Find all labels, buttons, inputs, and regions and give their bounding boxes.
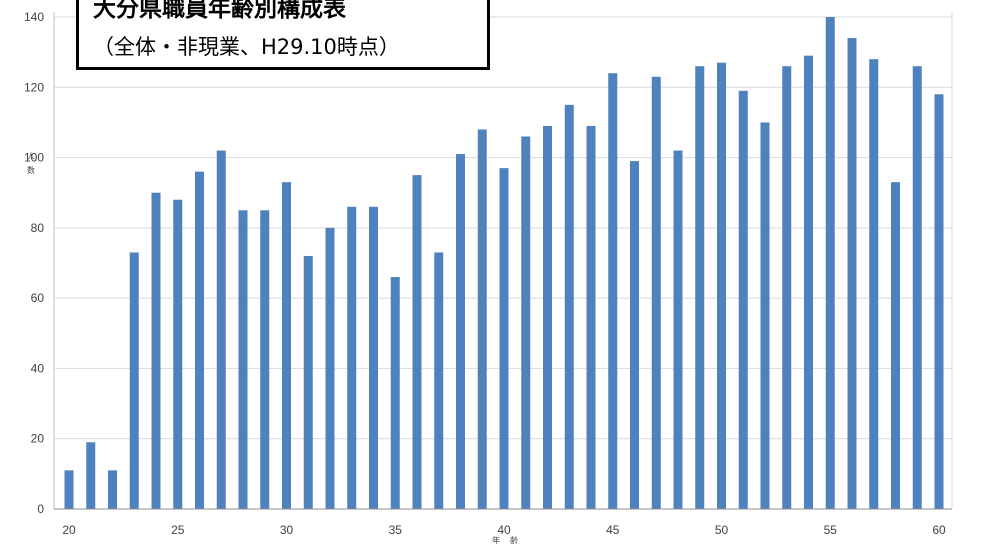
bar xyxy=(521,136,531,509)
bar xyxy=(434,252,444,509)
bar xyxy=(108,470,117,509)
x-tick-label: 45 xyxy=(606,523,620,537)
chart-title-box: 大分県職員年齢別構成表 （全体・非現業、H29.10時点） xyxy=(76,0,490,70)
y-tick-label: 60 xyxy=(31,291,45,305)
y-tick-label: 0 xyxy=(37,502,44,516)
bar xyxy=(934,94,944,510)
bar xyxy=(86,442,96,509)
x-tick-label: 55 xyxy=(824,523,838,537)
bar xyxy=(717,62,726,509)
x-tick-label: 25 xyxy=(171,523,185,537)
bar xyxy=(760,122,770,509)
bar xyxy=(390,277,400,509)
bar xyxy=(195,171,204,509)
x-axis: 20 25 30 35 40 45 50 55 60 xyxy=(54,508,952,537)
bar xyxy=(891,182,900,509)
bar xyxy=(216,150,226,510)
bar xyxy=(608,73,618,509)
y-tick-label: 100 xyxy=(24,151,44,165)
bar xyxy=(782,66,792,509)
bar xyxy=(564,104,574,509)
y-tick-label: 80 xyxy=(31,221,45,235)
y-tick-label: 120 xyxy=(24,80,44,94)
x-tick-label: 20 xyxy=(62,523,76,537)
y-tick-label: 40 xyxy=(31,361,45,375)
bar xyxy=(673,150,683,510)
bar xyxy=(825,17,835,509)
x-tick-label: 50 xyxy=(715,523,729,537)
bar xyxy=(369,206,378,509)
bar xyxy=(151,192,161,509)
y-tick-label: 140 xyxy=(24,10,44,24)
y-axis: 0 20 40 60 80 100 120 140 xyxy=(24,10,44,516)
bar xyxy=(456,154,465,510)
chart-subtitle: （全体・非現業、H29.10時点） xyxy=(93,35,400,59)
bar xyxy=(238,210,248,510)
bar xyxy=(586,125,596,509)
bar-series xyxy=(64,17,944,510)
bar xyxy=(64,470,74,509)
x-axis-label: 年齢 xyxy=(492,536,528,545)
bar xyxy=(477,129,487,509)
bar xyxy=(630,161,639,510)
bar xyxy=(912,66,922,509)
bar xyxy=(325,227,335,509)
bar xyxy=(282,182,291,509)
x-tick-label: 60 xyxy=(932,523,946,537)
bar xyxy=(303,255,313,509)
bar xyxy=(651,76,661,509)
y-axis-label: 人数 xyxy=(27,152,35,175)
bar xyxy=(173,199,183,509)
bar xyxy=(695,66,705,509)
bar xyxy=(129,252,139,509)
chart-title: 大分県職員年齢別構成表 xyxy=(93,0,346,22)
x-tick-label: 30 xyxy=(280,523,294,537)
y-tick-label: 20 xyxy=(31,432,45,446)
bar xyxy=(499,168,509,509)
bar xyxy=(347,206,357,509)
bar xyxy=(412,175,422,509)
bar xyxy=(260,210,270,510)
bar xyxy=(847,38,857,509)
bar xyxy=(543,125,552,509)
x-tick-label: 35 xyxy=(389,523,403,537)
bar xyxy=(804,55,813,510)
bar xyxy=(738,90,748,510)
bar xyxy=(869,59,879,510)
x-tick-label: 40 xyxy=(497,523,511,537)
